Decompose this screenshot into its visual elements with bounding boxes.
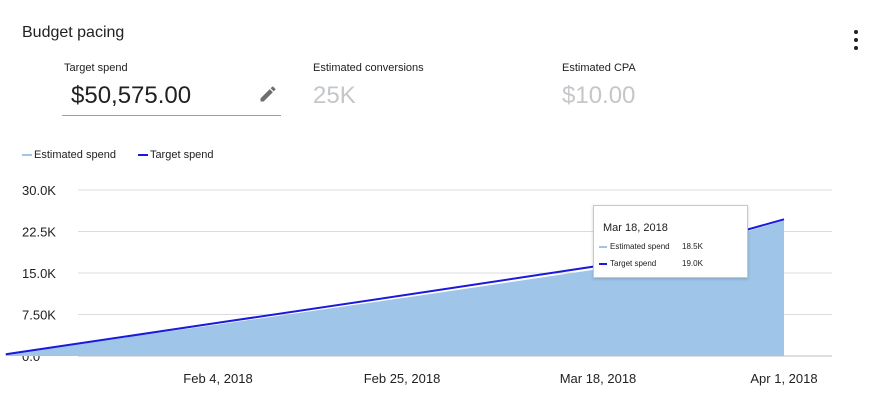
tooltip-value-target-spend: 19.0K (682, 259, 703, 268)
target-spend-field[interactable]: $50,575.00 (62, 77, 281, 116)
tooltip-value-estimated-spend: 18.5K (682, 242, 703, 251)
legend-item-target-spend[interactable]: Target spend (137, 149, 214, 161)
y-tick-label: 30.0K (22, 183, 56, 198)
estimated-cpa-label: Estimated CPA (562, 62, 636, 74)
y-tick-label: 22.5K (22, 225, 56, 240)
y-tick-label: 7.50K (22, 308, 56, 323)
estimated-spend-area (5, 220, 785, 356)
more-options-icon[interactable] (846, 26, 866, 54)
chart-legend: Estimated spend Target spend (22, 149, 236, 161)
legend-swatch-estimated-spend (22, 154, 32, 156)
pencil-icon[interactable] (258, 84, 278, 104)
estimated-cpa-value: $10.00 (562, 82, 636, 109)
tooltip-date: Mar 18, 2018 (603, 222, 668, 234)
legend-label-estimated-spend: Estimated spend (34, 149, 116, 161)
target-spend-label: Target spend (64, 62, 128, 74)
target-spend-value[interactable]: $50,575.00 (71, 82, 192, 109)
legend-item-estimated-spend[interactable]: Estimated spend (22, 149, 116, 161)
card-title: Budget pacing (22, 24, 125, 41)
legend-label-target-spend: Target spend (149, 149, 214, 161)
tooltip-name-target-spend: Target spend (610, 259, 657, 268)
legend-swatch-target-spend (137, 154, 148, 156)
estimated-conversions-value: 25K (313, 82, 356, 109)
x-tick-label: Mar 18, 2018 (560, 371, 637, 386)
estimated-conversions-label: Estimated conversions (313, 62, 424, 74)
tooltip-swatch-target-spend (599, 262, 607, 265)
x-tick-label: Feb 4, 2018 (183, 371, 252, 386)
tooltip-name-estimated-spend: Estimated spend (610, 242, 670, 251)
y-tick-label: 15.0K (22, 266, 56, 281)
x-tick-label: Feb 25, 2018 (364, 371, 441, 386)
tooltip-row-target-spend: Target spend 19.0K (599, 259, 703, 268)
chart-tooltip: Mar 18, 2018 Estimated spend 18.5K Targe… (593, 205, 748, 278)
tooltip-swatch-estimated-spend (599, 245, 607, 248)
x-tick-label: Apr 1, 2018 (750, 371, 817, 386)
tooltip-row-estimated-spend: Estimated spend 18.5K (599, 242, 703, 251)
